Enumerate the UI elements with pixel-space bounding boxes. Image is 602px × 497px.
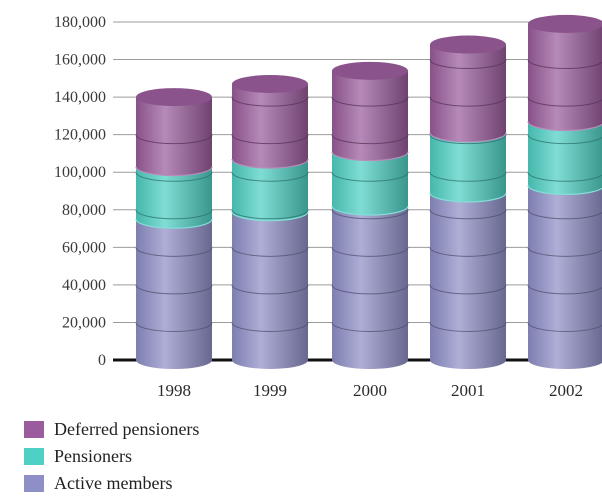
x-category-label: 2002	[549, 381, 583, 400]
y-tick-label: 180,000	[54, 14, 106, 31]
segment-boundary	[527, 121, 602, 132]
bar-ring	[231, 247, 309, 257]
segment-boundary	[331, 205, 409, 216]
legend-swatch	[24, 475, 44, 492]
segment-boundary	[231, 211, 309, 222]
legend: Deferred pensioners Pensioners Active me…	[24, 416, 199, 497]
bar-ring	[331, 172, 409, 182]
bar-segment-deferred-pensioners	[232, 83, 308, 169]
bar-ring	[231, 209, 309, 220]
bar-ring	[231, 172, 309, 182]
bar-ring	[331, 247, 409, 257]
segment-boundary	[331, 151, 409, 162]
bar-ring	[429, 97, 507, 107]
bar-segment-active-members	[332, 206, 408, 369]
bar-ring	[429, 284, 507, 295]
bar-ring	[331, 97, 409, 107]
y-tick-label: 100,000	[54, 164, 106, 181]
x-category-label: 2000	[353, 381, 387, 400]
bar-ring	[527, 59, 602, 70]
legend-item-pensioners: Pensioners	[24, 443, 199, 470]
bar-ring	[231, 134, 309, 145]
bar-segment-deferred-pensioners	[136, 97, 212, 176]
bar-segment-deferred-pensioners	[528, 23, 602, 131]
bar-ring	[135, 284, 213, 295]
bar-segment-active-members	[430, 192, 506, 369]
bar-top-cap	[136, 88, 212, 107]
bar-ring	[527, 97, 602, 107]
bar-ring	[527, 172, 602, 182]
bar-ring	[527, 209, 602, 220]
x-category-label: 2001	[451, 381, 485, 400]
legend-label: Deferred pensioners	[54, 419, 200, 439]
y-tick-label: 80,000	[62, 202, 106, 219]
segment-boundary	[135, 219, 213, 229]
bar-ring	[429, 322, 507, 332]
bar-1999	[231, 74, 309, 369]
bar-ring	[331, 322, 409, 332]
bar-ring	[135, 209, 213, 220]
bar-segment-active-members	[232, 211, 308, 369]
x-category-label: 1999	[253, 381, 287, 400]
bars	[135, 14, 602, 369]
bar-segment-active-members	[528, 185, 602, 369]
bar-ring	[231, 284, 309, 295]
bar-2001	[429, 35, 507, 369]
legend-swatch	[24, 448, 44, 465]
bar-segment-pensioners	[528, 121, 602, 195]
y-tick-label: 40,000	[62, 277, 106, 294]
segment-boundary	[231, 158, 309, 169]
bar-ring	[429, 247, 507, 257]
bar-1998	[135, 88, 213, 369]
bar-ring	[231, 97, 309, 107]
y-axis-ticks: 0 20,000 40,000 60,000 80,000 100,000 120,000 1…	[54, 14, 106, 369]
y-tick-label: 60,000	[62, 239, 106, 256]
x-category-label: 1998	[157, 381, 191, 400]
bar-ring	[527, 134, 602, 145]
bar-top-cap	[232, 74, 308, 93]
bar-ring	[527, 322, 602, 332]
legend-item-active-members: Active members	[24, 470, 199, 497]
bar-segment-deferred-pensioners	[332, 70, 408, 161]
y-tick-label: 0	[98, 352, 106, 369]
bar-2000	[331, 61, 409, 369]
bar-ring	[331, 284, 409, 295]
legend-swatch	[24, 421, 44, 438]
segment-boundary	[429, 192, 507, 203]
bar-top-cap	[430, 35, 506, 54]
bar-ring	[231, 322, 309, 332]
bar-ring	[135, 172, 213, 182]
bar-ring	[429, 59, 507, 70]
y-tick-label: 120,000	[54, 127, 106, 144]
bar-ring	[527, 284, 602, 295]
segment-boundary	[429, 132, 507, 143]
bar-ring	[429, 209, 507, 220]
bar-ring	[331, 209, 409, 220]
bar-segment-pensioners	[430, 132, 506, 202]
bar-ring	[527, 247, 602, 257]
bar-2002	[527, 14, 602, 369]
bar-segment-pensioners	[232, 159, 308, 221]
bar-ring	[135, 322, 213, 332]
bar-ring	[429, 172, 507, 182]
bar-ring	[135, 134, 213, 145]
bar-segment-pensioners	[136, 166, 212, 229]
legend-label: Pensioners	[54, 446, 132, 466]
bar-segment-pensioners	[332, 151, 408, 216]
legend-item-deferred-pensioners: Deferred pensioners	[24, 416, 199, 443]
bar-ring	[135, 247, 213, 257]
y-tick-label: 160,000	[54, 52, 106, 69]
segment-boundary	[527, 185, 602, 195]
bar-ring	[429, 134, 507, 145]
bar-top-cap	[332, 61, 408, 80]
segment-boundary	[135, 166, 213, 177]
x-axis-categories: 1998 1999 2000 2001 2002	[157, 381, 583, 400]
legend-label: Active members	[54, 473, 173, 493]
bar-top-cap	[528, 14, 602, 33]
bar-segment-deferred-pensioners	[430, 44, 506, 142]
y-tick-label: 20,000	[62, 314, 106, 331]
bar-ring	[331, 134, 409, 145]
y-tick-label: 140,000	[54, 89, 106, 106]
